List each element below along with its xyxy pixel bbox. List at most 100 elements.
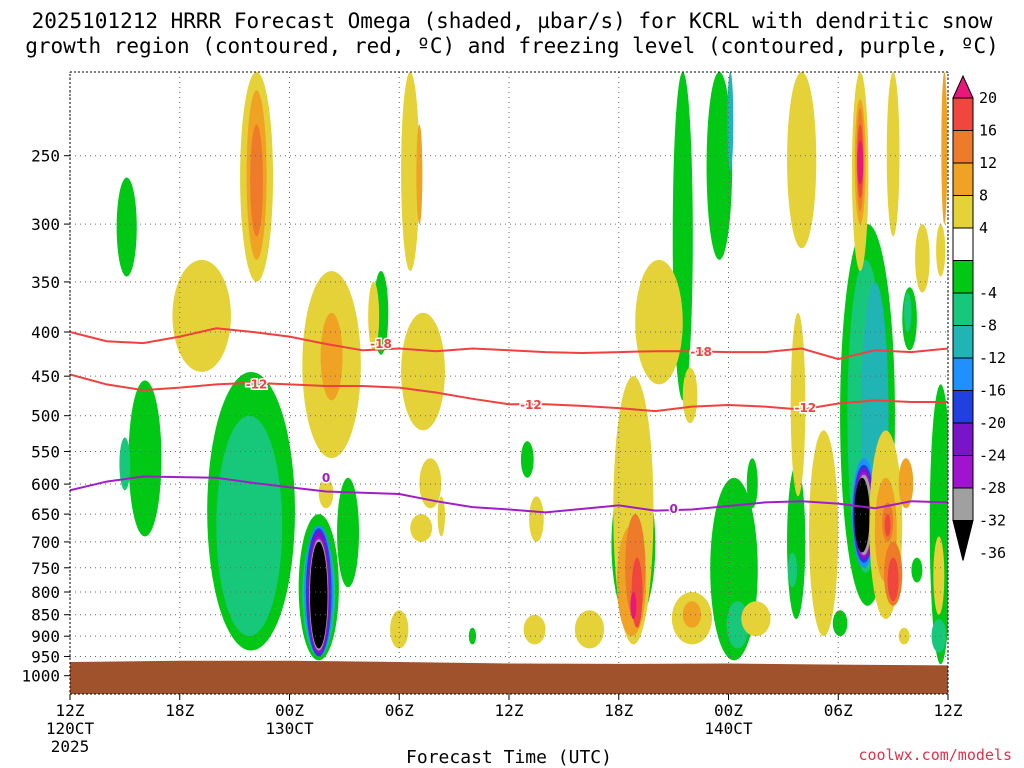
y-tick-label-400: 400 [31,323,60,342]
colorbar-label-2: 12 [979,154,997,172]
contour-label-5: 0 [322,471,330,485]
omega-region-53 [523,614,546,645]
x-tick-label-5: 18Z [604,701,633,720]
omega-region-85 [887,557,899,602]
omega-region-74 [416,124,423,225]
omega-region-82 [857,140,864,185]
colorbar-bin-12 [952,455,974,489]
contour-label-0: -18 [370,337,392,351]
x-tick-date-2: 130CT [265,719,314,738]
omega-region-49 [419,458,442,509]
y-tick-label-650: 650 [31,505,60,524]
omega-region-70 [898,627,910,645]
omega-region-20 [119,437,131,491]
omega-region-10 [706,72,733,260]
colorbar-bin-10 [952,390,974,424]
omega-region-0 [116,177,137,277]
colorbar-bin-11 [952,422,974,456]
omega-region-66 [915,224,930,293]
omega-region-68 [936,224,946,277]
contour-labels: -18 -18 -12 -12 -12 0 0 [244,335,817,517]
colorbar-bin-13 [952,487,974,521]
y-tick-label-1000: 1000 [21,667,60,686]
colorbar-bin-3 [952,162,974,196]
colorbar-label-9: -20 [979,414,1006,432]
omega-region-54 [529,496,544,542]
x-tick-label-1: 18Z [165,701,194,720]
contour-line-2 [70,475,948,514]
omega-region-48 [401,312,445,431]
x-tick-label-2: 00Z [275,701,304,720]
y-tick-label-800: 800 [31,583,60,602]
y-tick-label-300: 300 [31,215,60,234]
y-tick-label-550: 550 [31,442,60,461]
colorbar-bin-6 [952,260,974,294]
y-tick-label-850: 850 [31,606,60,625]
colorbar-bin-8 [952,325,974,359]
omega-region-57 [635,259,683,385]
omega-region-1 [128,380,162,537]
omega-region-28 [727,72,734,171]
omega-region-45 [318,477,334,509]
omega-region-40 [854,477,870,553]
y-tick-label-900: 900 [31,627,60,646]
colorbar-label-8: -16 [979,382,1006,400]
omega-region-69 [933,536,945,615]
omega-region-16 [746,458,758,509]
omega-region-50 [437,496,445,537]
temperature-contours [70,327,948,514]
contour-line-1 [70,373,948,413]
colorbar-label-11: -28 [979,479,1006,497]
y-tick-label-750: 750 [31,559,60,578]
plot-frame [69,71,949,695]
omega-region-73 [320,312,343,401]
contour-line-0 [70,327,948,361]
omega-region-62 [790,312,806,497]
omega-region-21 [216,415,283,637]
x-tick-label-7: 06Z [824,701,853,720]
omega-region-27 [931,619,947,653]
x-tick-year-0: 2025 [51,737,90,756]
omega-region-4 [337,477,360,588]
omega-region-41 [309,541,328,649]
omega-region-78 [682,601,702,628]
colorbar-label-0: 20 [979,89,997,107]
omega-region-51 [390,610,409,649]
contour-label-3: -12 [520,398,542,412]
colorbar: 20 16 12 8 4 -4 -8 -12 -16 -20 -24 -28 -32 -36 [952,74,1006,562]
contour-label-2: -12 [246,377,268,391]
colorbar-label-5: -4 [979,284,997,302]
chart-title-line2: growth region (contoured, red, ºC) and f… [25,34,999,58]
colorbar-label-4: 4 [979,219,988,237]
omega-region-60 [741,601,771,637]
terrain-surface [70,660,948,694]
x-tick-label-6: 00Z [714,701,743,720]
colorbar-label-7: -12 [979,349,1006,367]
omega-region-17 [911,557,923,583]
omega-region-88 [898,458,914,509]
colorbar-bin-4 [952,195,974,229]
omega-region-89 [630,591,637,620]
y-tick-label-250: 250 [31,147,60,166]
omega-region-55 [574,610,605,649]
omega-region-7 [520,441,534,478]
colorbar-bin-9 [952,357,974,391]
credit-text: coolwx.com/models [858,746,1012,764]
y-axis: 250 300 350 400 450 500 550 600 650 700 750 800 850 9… [21,147,70,686]
omega-region-6 [468,627,477,645]
colorbar-label-12: -32 [979,512,1006,530]
contour-label-4: -12 [794,401,816,415]
omega-region-43 [172,259,231,372]
colorbar-label-1: 16 [979,122,997,140]
contour-label-6: 0 [669,502,677,516]
y-tick-label-450: 450 [31,367,60,386]
x-tick-label-4: 12Z [495,701,524,720]
x-tick-date-0: 120CT [46,719,95,738]
y-tick-label-700: 700 [31,533,60,552]
chart-title-line1: 2025101212 HRRR Forecast Omega (shaded, … [32,9,993,33]
omega-region-19 [832,610,848,637]
y-tick-label-600: 600 [31,475,60,494]
omega-region-65 [886,72,900,237]
